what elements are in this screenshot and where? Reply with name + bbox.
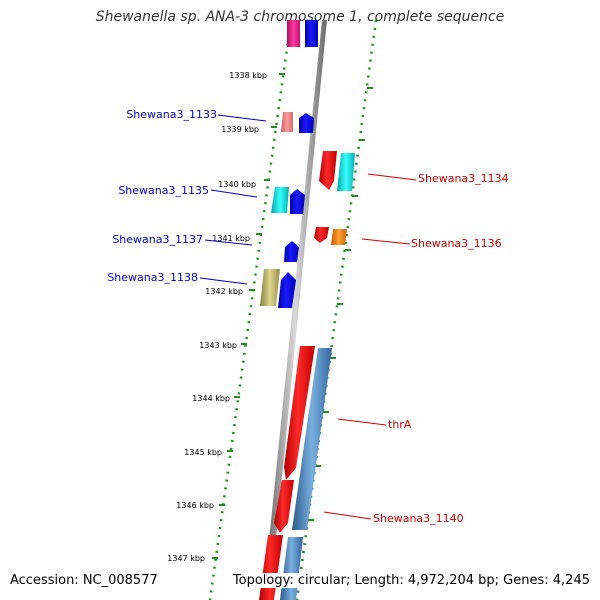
gene-feature-1136-red (314, 227, 329, 243)
scale-label-1339: 1339 kbp (221, 125, 259, 134)
gene-label-1135[interactable]: Shewana3_1135 (118, 184, 209, 197)
map-title: Shewanella sp. ANA-3 chromosome 1, compl… (95, 9, 505, 25)
gene-feature-1140 (274, 480, 294, 533)
scale-label-1345: 1345 kbp (184, 448, 222, 457)
topology-text: Topology: circular; Length: 4,972,204 bp… (230, 573, 592, 588)
gene-label-1133[interactable]: Shewana3_1133 (126, 108, 217, 121)
gene-label-1137[interactable]: Shewana3_1137 (112, 233, 203, 246)
gene-label-1134[interactable]: Shewana3_1134 (418, 172, 509, 185)
left-track-border (208, 19, 293, 600)
gene-feature-1136 (331, 229, 347, 245)
gene-feature-1135-cyan (271, 187, 289, 213)
gene-label-1136[interactable]: Shewana3_1136 (411, 237, 502, 250)
gene-feature-1134 (337, 153, 355, 191)
gene-feature-thrA-blue (292, 348, 332, 530)
gene-feature-top-pink (287, 20, 300, 47)
gene-feature-bottom-red (259, 535, 283, 600)
gene-label-1138[interactable]: Shewana3_1138 (107, 271, 198, 284)
chromosome-backbone (263, 20, 327, 600)
gene-feature-bottom-steel (280, 537, 303, 600)
scale-label-1338: 1338 kbp (229, 71, 267, 80)
scale-label-1347: 1347 kbp (167, 554, 205, 563)
scale-label-1340: 1340 kbp (218, 180, 256, 189)
gene-feature-1138 (278, 272, 296, 308)
scale-label-1344: 1344 kbp (192, 394, 230, 403)
gene-label-1140[interactable]: Shewana3_1140 (373, 512, 464, 525)
scale-labels: 1338 kbp 1339 kbp 1340 kbp 1341 kbp 1342… (167, 71, 267, 563)
scale-label-1343: 1343 kbp (199, 341, 237, 350)
gene-feature-top-blue (305, 20, 318, 47)
gene-feature-1134-red (319, 151, 337, 190)
gene-feature-1135 (290, 189, 305, 214)
gene-label-thrA[interactable]: thrA (388, 418, 412, 431)
scale-label-1346: 1346 kbp (176, 501, 214, 510)
scale-label-1342: 1342 kbp (205, 287, 243, 296)
right-track-border (295, 19, 378, 600)
scale-label-1341: 1341 kbp (212, 234, 250, 243)
gene-labels: Shewana3_1133 Shewana3_1135 Shewana3_113… (107, 108, 508, 525)
left-leader-lines (199, 114, 267, 285)
gene-feature-1133-salmon (281, 112, 293, 132)
left-tick-marks (212, 73, 285, 559)
accession-text: Accession: NC_008577 (8, 573, 160, 588)
gene-feature-1137 (284, 241, 299, 262)
right-leader-lines (323, 173, 417, 520)
gene-feature-1133 (299, 113, 314, 133)
gene-feature-1138-olive (260, 269, 280, 306)
gene-feature-thrA (284, 346, 315, 480)
